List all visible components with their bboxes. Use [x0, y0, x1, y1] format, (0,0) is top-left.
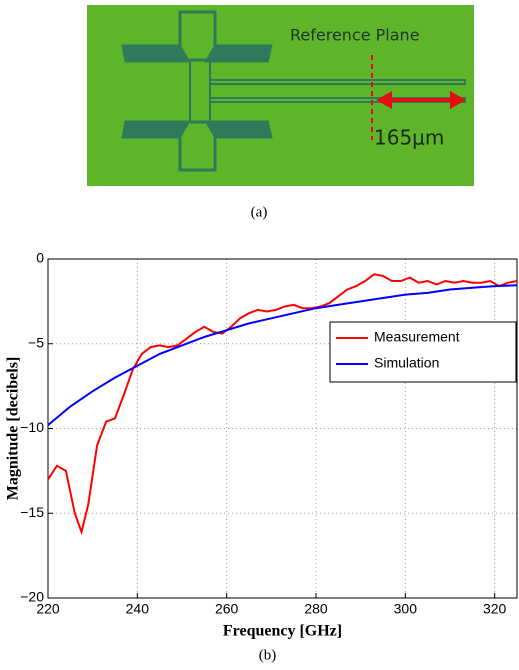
plot-frame — [48, 259, 517, 598]
y-tick-label: −5 — [28, 334, 44, 350]
x-tick-label: 300 — [394, 601, 418, 617]
dimension-label: 165μm — [374, 126, 444, 150]
y-axis-label: Magnitude [decibels] — [5, 357, 22, 501]
x-tick-label: 220 — [36, 601, 60, 617]
x-tick-label: 320 — [483, 601, 507, 617]
page: Reference Plane 165μm (a) −20−15−10−5022… — [0, 0, 519, 670]
x-axis-label: Frequency [GHz] — [223, 623, 342, 640]
y-tick-label: 0 — [36, 250, 44, 266]
x-tick-label: 260 — [215, 601, 239, 617]
series-line — [48, 274, 517, 532]
legend-label: Measurement — [374, 329, 460, 345]
y-tick-label: −10 — [20, 419, 44, 435]
legend-label: Simulation — [374, 355, 439, 371]
x-tick-label: 280 — [304, 601, 328, 617]
caption: (a) — [251, 204, 268, 220]
photo: Reference Plane 165μm — [87, 5, 474, 186]
x-tick-label: 240 — [126, 601, 150, 617]
caption: (b) — [259, 647, 277, 663]
annotation: Reference Plane — [290, 26, 420, 45]
y-tick-label: −15 — [20, 504, 44, 520]
figure: Reference Plane 165μm (a) −20−15−10−5022… — [0, 0, 519, 670]
